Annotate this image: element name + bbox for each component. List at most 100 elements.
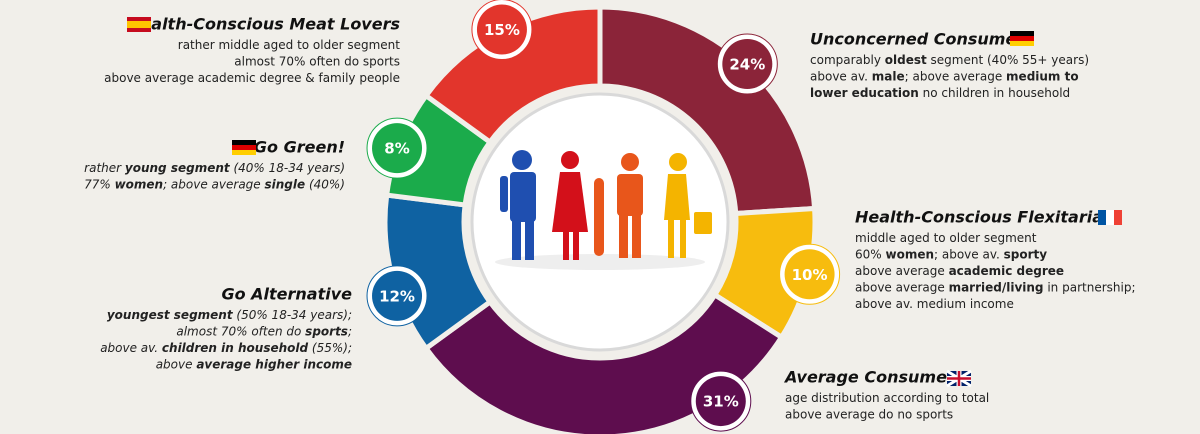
description-line: almost 70% often do sports; xyxy=(176,324,352,338)
flag-part xyxy=(232,145,256,150)
description-text: above average xyxy=(855,264,949,278)
value-label: 15% xyxy=(484,21,520,39)
description-text: ; xyxy=(348,324,352,338)
description-text: middle aged to older segment xyxy=(855,231,1037,245)
segment-title: Go Green! xyxy=(254,138,345,157)
description-bold: young segment xyxy=(125,161,231,175)
description-bold: academic degree xyxy=(949,264,1064,278)
badge xyxy=(476,4,527,55)
description-line: above av. male; above average medium to xyxy=(810,69,1079,83)
description-text: (40% 18-34 years) xyxy=(230,161,345,175)
description-text: ; above av. xyxy=(934,247,1004,261)
description-bold: male xyxy=(872,69,905,83)
description-bold: married/living xyxy=(949,280,1044,294)
description-bold: sports xyxy=(305,324,348,338)
description-text: no children in household xyxy=(919,86,1070,100)
description-text: in partnership; xyxy=(1044,280,1136,294)
flag-icon xyxy=(1098,210,1122,225)
flag-part xyxy=(232,140,256,145)
description-line: above average academic degree & family p… xyxy=(104,71,400,85)
segment-title: Health-Conscious Flexitarian xyxy=(855,208,1114,227)
description-line: above average married/living in partners… xyxy=(855,280,1135,294)
flag-part xyxy=(232,150,256,155)
flag-icon xyxy=(232,140,256,155)
segment-title: Health-Conscious Meat Lovers xyxy=(127,15,400,34)
description-text: (40%) xyxy=(305,177,345,191)
description-line: age distribution according to total xyxy=(785,391,989,405)
description-line: 77% women; above average single (40%) xyxy=(84,177,345,191)
description-bold: medium to xyxy=(1006,69,1079,83)
description-line: comparably oldest segment (40% 55+ years… xyxy=(810,53,1089,67)
badge xyxy=(784,249,835,300)
description-text: age distribution according to total xyxy=(785,391,989,405)
donut-segment xyxy=(597,4,818,217)
description-line: lower education no children in household xyxy=(810,86,1070,100)
description-text: ; above average xyxy=(163,177,264,191)
badge xyxy=(372,270,423,321)
value-label: 12% xyxy=(379,287,415,305)
description-text: almost 70% often do xyxy=(176,324,305,338)
badge xyxy=(372,123,423,174)
description-bold: children in household xyxy=(162,341,309,355)
value-label: 31% xyxy=(703,393,739,411)
description-line: above av. medium income xyxy=(855,297,1014,311)
flag-part xyxy=(1010,41,1034,46)
description-line: rather middle aged to older segment xyxy=(178,38,401,52)
flag-part xyxy=(1010,36,1034,41)
description-line: above average do no sports xyxy=(785,407,953,421)
value-label: 8% xyxy=(384,140,409,158)
flag-part xyxy=(1098,210,1106,225)
people-illustration xyxy=(495,150,712,270)
description-text: above xyxy=(156,357,197,371)
flag-part xyxy=(127,17,151,21)
description-bold: average higher income xyxy=(196,357,352,371)
description-text: above average academic degree & family p… xyxy=(104,71,400,85)
flag-icon xyxy=(127,17,151,32)
description-text: segment (40% 55+ years) xyxy=(927,53,1089,67)
segment-title: Average Consumer xyxy=(783,368,956,387)
description-line: 60% women; above av. sporty xyxy=(855,247,1047,261)
flag-part xyxy=(127,21,151,28)
description-text: 77% xyxy=(84,177,115,191)
segment-title: Unconcerned Consumer xyxy=(810,30,1025,49)
flag-part xyxy=(127,28,151,32)
flag-part xyxy=(1010,31,1034,36)
description-text: above av. xyxy=(100,341,162,355)
description-line: above av. children in household (55%); xyxy=(100,341,352,355)
description-text: above average xyxy=(855,280,949,294)
flag-icon xyxy=(946,369,972,388)
description-text: (55%); xyxy=(308,341,352,355)
value-label: 24% xyxy=(729,56,765,74)
badge xyxy=(695,376,746,427)
description-bold: women xyxy=(886,247,935,261)
flag-part xyxy=(947,371,971,386)
description-text: almost 70% often do sports xyxy=(234,54,400,68)
description-line: middle aged to older segment xyxy=(855,231,1037,245)
description-text: rather xyxy=(84,161,125,175)
description-bold: sporty xyxy=(1004,247,1048,261)
description-line: youngest segment (50% 18-34 years); xyxy=(107,308,352,322)
flag-part xyxy=(1106,210,1114,225)
segment-labels: 24% Unconcerned Consumer comparably oldest… xyxy=(84,0,1135,432)
description-text: above av. medium income xyxy=(855,297,1014,311)
flag-part xyxy=(1114,210,1122,225)
description-line: above average academic degree xyxy=(855,264,1064,278)
description-text: rather middle aged to older segment xyxy=(178,38,401,52)
description-text: comparably xyxy=(810,53,885,67)
description-text: 60% xyxy=(855,247,886,261)
value-label: 10% xyxy=(792,266,828,284)
flag-icon xyxy=(1010,31,1034,46)
description-line: almost 70% often do sports xyxy=(234,54,400,68)
description-bold: single xyxy=(265,177,306,191)
segment-title: Go Alternative xyxy=(221,285,352,304)
donut-segment xyxy=(422,4,603,146)
description-text: above average do no sports xyxy=(785,407,953,421)
description-bold: lower education xyxy=(810,86,919,100)
description-text: ; above average xyxy=(905,69,1006,83)
description-bold: youngest segment xyxy=(107,308,234,322)
badge xyxy=(722,39,773,90)
description-bold: women xyxy=(115,177,164,191)
description-line: above average higher income xyxy=(156,357,352,371)
description-bold: oldest xyxy=(885,53,927,67)
